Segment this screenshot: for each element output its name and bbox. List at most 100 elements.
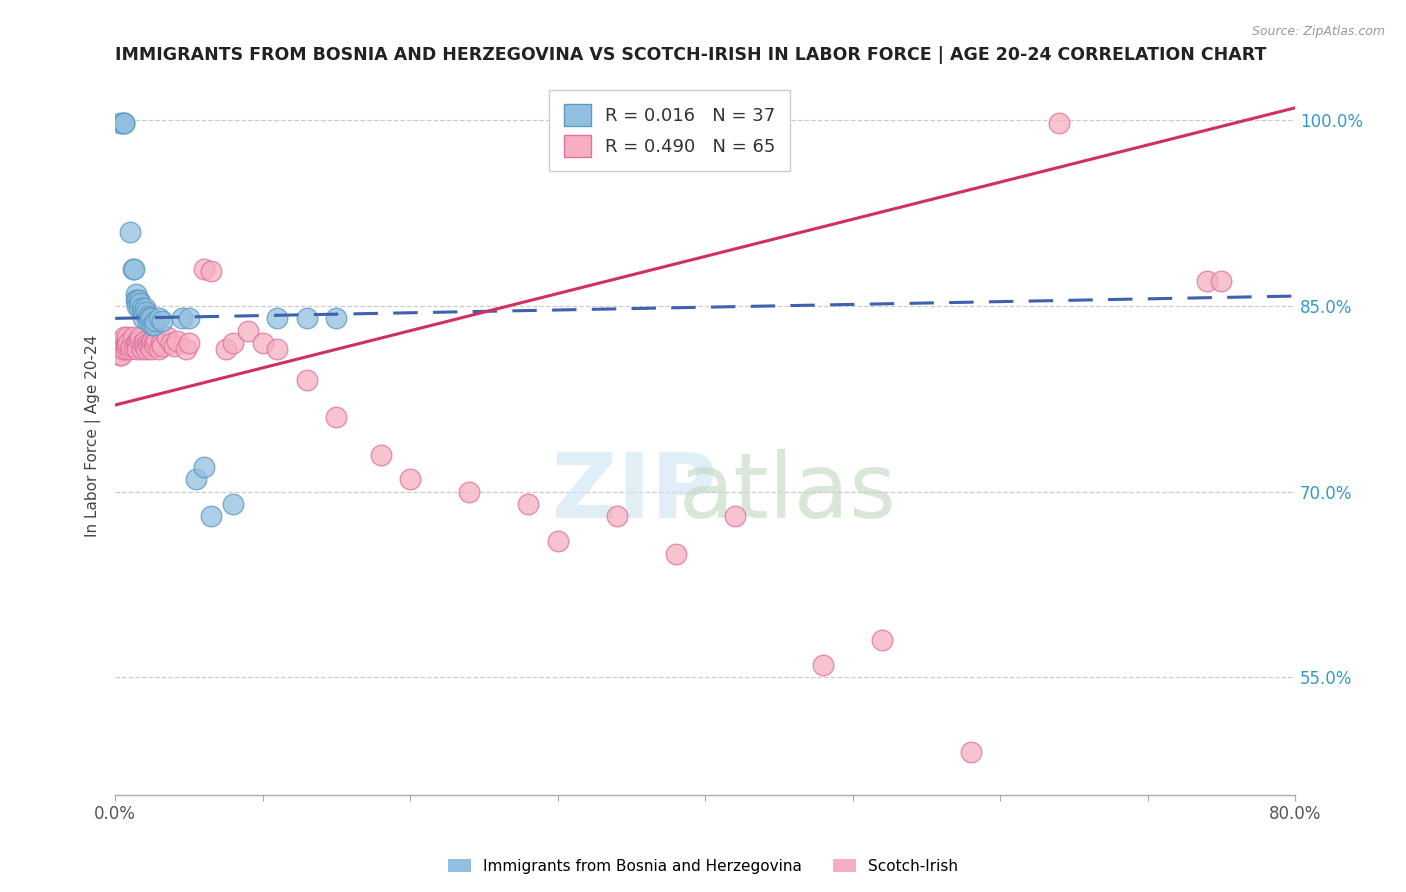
Point	[142, 318, 165, 332]
Point	[517, 497, 540, 511]
Point	[136, 309, 159, 323]
Point	[252, 336, 274, 351]
Point	[118, 225, 141, 239]
Legend: R = 0.016   N = 37, R = 0.490   N = 65: R = 0.016 N = 37, R = 0.490 N = 65	[550, 89, 790, 171]
Point	[186, 472, 208, 486]
Point	[111, 116, 134, 130]
Point	[115, 338, 138, 352]
Point	[112, 330, 135, 344]
Point	[124, 338, 146, 352]
Point	[110, 349, 132, 363]
Point	[125, 336, 148, 351]
Point	[132, 311, 155, 326]
Point	[134, 338, 156, 352]
Point	[665, 547, 688, 561]
Point	[370, 448, 392, 462]
Point	[128, 334, 150, 348]
Point	[723, 509, 745, 524]
Point	[200, 509, 222, 524]
Text: Source: ZipAtlas.com: Source: ZipAtlas.com	[1251, 25, 1385, 38]
Point	[266, 311, 288, 326]
Point	[236, 324, 259, 338]
Point	[193, 459, 215, 474]
Point	[606, 509, 628, 524]
Point	[131, 343, 153, 357]
Point	[131, 301, 153, 316]
Point	[143, 338, 166, 352]
Point	[129, 296, 152, 310]
Point	[150, 338, 173, 352]
Point	[134, 334, 156, 348]
Point	[325, 311, 347, 326]
Point	[547, 534, 569, 549]
Legend: Immigrants from Bosnia and Herzegovina, Scotch-Irish: Immigrants from Bosnia and Herzegovina, …	[441, 853, 965, 880]
Point	[141, 334, 163, 348]
Point	[141, 318, 163, 332]
Point	[174, 343, 197, 357]
Text: atlas: atlas	[679, 450, 897, 537]
Point	[1047, 116, 1070, 130]
Point	[142, 336, 165, 351]
Point	[135, 305, 157, 319]
Point	[132, 336, 155, 351]
Point	[166, 334, 188, 348]
Point	[193, 261, 215, 276]
Point	[127, 299, 149, 313]
Point	[125, 293, 148, 307]
Point	[215, 343, 238, 357]
Point	[117, 336, 139, 351]
Point	[138, 311, 160, 326]
Point	[139, 343, 162, 357]
Point	[156, 330, 179, 344]
Text: ZIP: ZIP	[551, 450, 717, 537]
Point	[136, 336, 159, 351]
Text: IMMIGRANTS FROM BOSNIA AND HERZEGOVINA VS SCOTCH-IRISH IN LABOR FORCE | AGE 20-2: IMMIGRANTS FROM BOSNIA AND HERZEGOVINA V…	[115, 46, 1267, 64]
Point	[143, 314, 166, 328]
Point	[128, 301, 150, 316]
Point	[399, 472, 422, 486]
Point	[135, 343, 157, 357]
Point	[112, 116, 135, 130]
Point	[111, 336, 134, 351]
Point	[129, 330, 152, 344]
Point	[150, 314, 173, 328]
Point	[295, 311, 318, 326]
Point	[111, 343, 134, 357]
Point	[200, 264, 222, 278]
Point	[118, 343, 141, 357]
Point	[148, 311, 170, 326]
Point	[127, 336, 149, 351]
Point	[114, 343, 136, 357]
Point	[125, 286, 148, 301]
Point	[108, 116, 131, 130]
Y-axis label: In Labor Force | Age 20-24: In Labor Force | Age 20-24	[86, 334, 101, 537]
Point	[177, 336, 200, 351]
Point	[145, 334, 167, 348]
Point	[124, 261, 146, 276]
Point	[870, 633, 893, 648]
Point	[108, 349, 131, 363]
Point	[136, 314, 159, 328]
Point	[170, 311, 193, 326]
Point	[122, 261, 145, 276]
Point	[134, 301, 156, 316]
Point	[127, 293, 149, 307]
Point	[149, 336, 172, 351]
Point	[132, 305, 155, 319]
Point	[1195, 274, 1218, 288]
Point	[127, 343, 149, 357]
Point	[295, 373, 318, 387]
Point	[148, 343, 170, 357]
Point	[959, 745, 981, 759]
Point	[128, 293, 150, 307]
Point	[112, 116, 135, 130]
Point	[325, 410, 347, 425]
Point	[139, 336, 162, 351]
Point	[1211, 274, 1233, 288]
Point	[458, 484, 481, 499]
Point	[138, 338, 160, 352]
Point	[160, 336, 183, 351]
Point	[139, 311, 162, 326]
Point	[266, 343, 288, 357]
Point	[222, 497, 245, 511]
